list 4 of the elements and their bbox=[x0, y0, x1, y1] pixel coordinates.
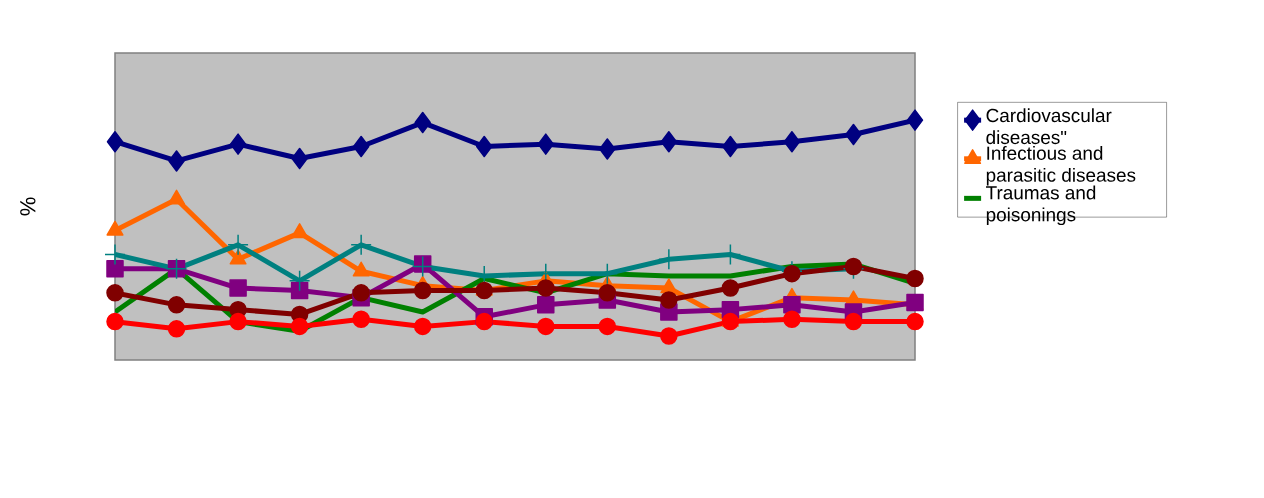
legend-label: Infectious and parasitic diseases bbox=[986, 146, 1136, 186]
y-axis-title: % bbox=[20, 197, 36, 216]
legend-label: Traumas and poisonings bbox=[986, 185, 1096, 226]
legend-label: Cardiovascular diseases" bbox=[986, 108, 1112, 145]
